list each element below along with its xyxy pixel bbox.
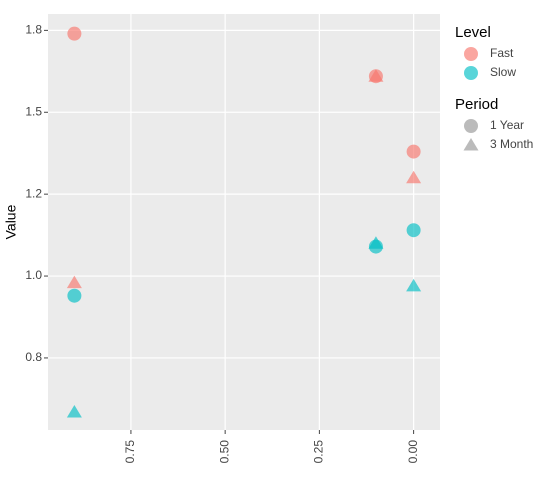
- point: [406, 144, 421, 159]
- y-axis-title: Value: [3, 204, 19, 239]
- legend-symbol: [464, 66, 478, 80]
- point: [406, 278, 422, 292]
- point: [406, 223, 421, 238]
- point: [66, 404, 82, 418]
- y-tick-label: 0.8: [25, 350, 42, 364]
- y-tick-label: 1.0: [25, 268, 42, 282]
- legend-title: Period: [455, 96, 498, 113]
- y-tick-label: 1.5: [25, 104, 42, 118]
- y-tick-label: 1.8: [25, 23, 42, 37]
- x-tick-label: 0.75: [123, 440, 137, 464]
- point: [66, 275, 82, 289]
- x-tick-label: 0.50: [217, 440, 231, 464]
- legend-symbol: [463, 138, 479, 151]
- legend-symbol: [464, 119, 478, 133]
- legend-label: 1 Year: [490, 118, 524, 132]
- point: [67, 26, 82, 41]
- legend-label: 3 Month: [490, 137, 533, 151]
- legend-label: Slow: [490, 65, 516, 79]
- legend-symbol: [464, 47, 478, 61]
- y-tick-label: 1.2: [25, 186, 42, 200]
- x-tick-label: 0.25: [312, 440, 326, 464]
- legend-label: Fast: [490, 46, 514, 60]
- point: [368, 236, 384, 249]
- x-tick-label: 0.00: [406, 440, 420, 464]
- point: [406, 170, 422, 184]
- plot-background: [48, 14, 440, 430]
- point: [67, 288, 82, 303]
- point: [368, 69, 384, 82]
- legend-title: Level: [455, 24, 491, 41]
